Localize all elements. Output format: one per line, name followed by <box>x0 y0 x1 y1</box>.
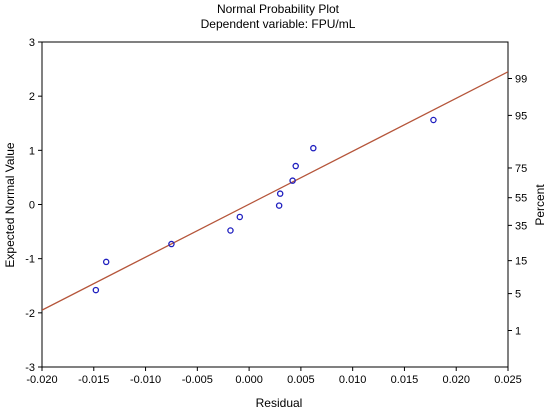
right-tick-label: 55 <box>515 193 527 205</box>
data-point <box>430 116 437 124</box>
y-tick-label: -2 <box>25 308 35 320</box>
y-tick-label: 3 <box>29 37 35 49</box>
data-point <box>310 144 317 152</box>
data-point <box>289 177 296 184</box>
data-point <box>236 213 244 221</box>
x-tick-label: 0.020 <box>442 374 470 386</box>
data-point <box>227 227 234 234</box>
y-tick-label: 2 <box>29 91 35 103</box>
chart-subtitle: Dependent variable: FPU/mL <box>201 17 356 31</box>
data-point <box>102 258 110 266</box>
x-tick-label: 0.000 <box>235 374 263 386</box>
x-axis-label: Residual <box>256 396 303 410</box>
data-point <box>168 240 175 248</box>
right-tick-label: 95 <box>515 110 527 122</box>
y-tick-label: -3 <box>25 362 35 374</box>
x-tick-label: -0.015 <box>78 374 109 386</box>
x-tick-label: 0.025 <box>494 374 522 386</box>
x-tick-label: 0.015 <box>391 374 419 386</box>
right-axis-label: Percent <box>533 184 547 226</box>
right-tick-label: 1 <box>515 326 521 338</box>
x-tick-label: -0.010 <box>130 374 161 386</box>
chart-title: Normal Probability Plot <box>217 2 340 16</box>
x-tick-label: 0.010 <box>339 374 367 386</box>
fit-line <box>42 71 508 311</box>
right-tick-label: 35 <box>515 220 527 232</box>
x-tick-label: -0.005 <box>182 374 213 386</box>
data-point <box>276 190 284 197</box>
right-tick-label: 5 <box>515 289 521 301</box>
x-tick-label: 0.005 <box>287 374 315 386</box>
right-tick-label: 99 <box>515 73 527 85</box>
data-point <box>292 162 299 170</box>
right-tick-label: 15 <box>515 256 527 268</box>
right-tick-label: 75 <box>515 163 527 175</box>
y-tick-label: -1 <box>25 254 35 266</box>
data-point <box>275 202 283 209</box>
y-tick-label: 0 <box>29 200 35 212</box>
plot-area: -0.020 -0.015 -0.010 -0.005 0.000 0.005 0.010 0… <box>25 37 527 386</box>
y-axis-label: Expected Normal Value <box>3 142 17 268</box>
x-tick-label: -0.020 <box>26 374 57 386</box>
y-tick-label: 1 <box>29 145 35 157</box>
data-point <box>92 286 100 294</box>
